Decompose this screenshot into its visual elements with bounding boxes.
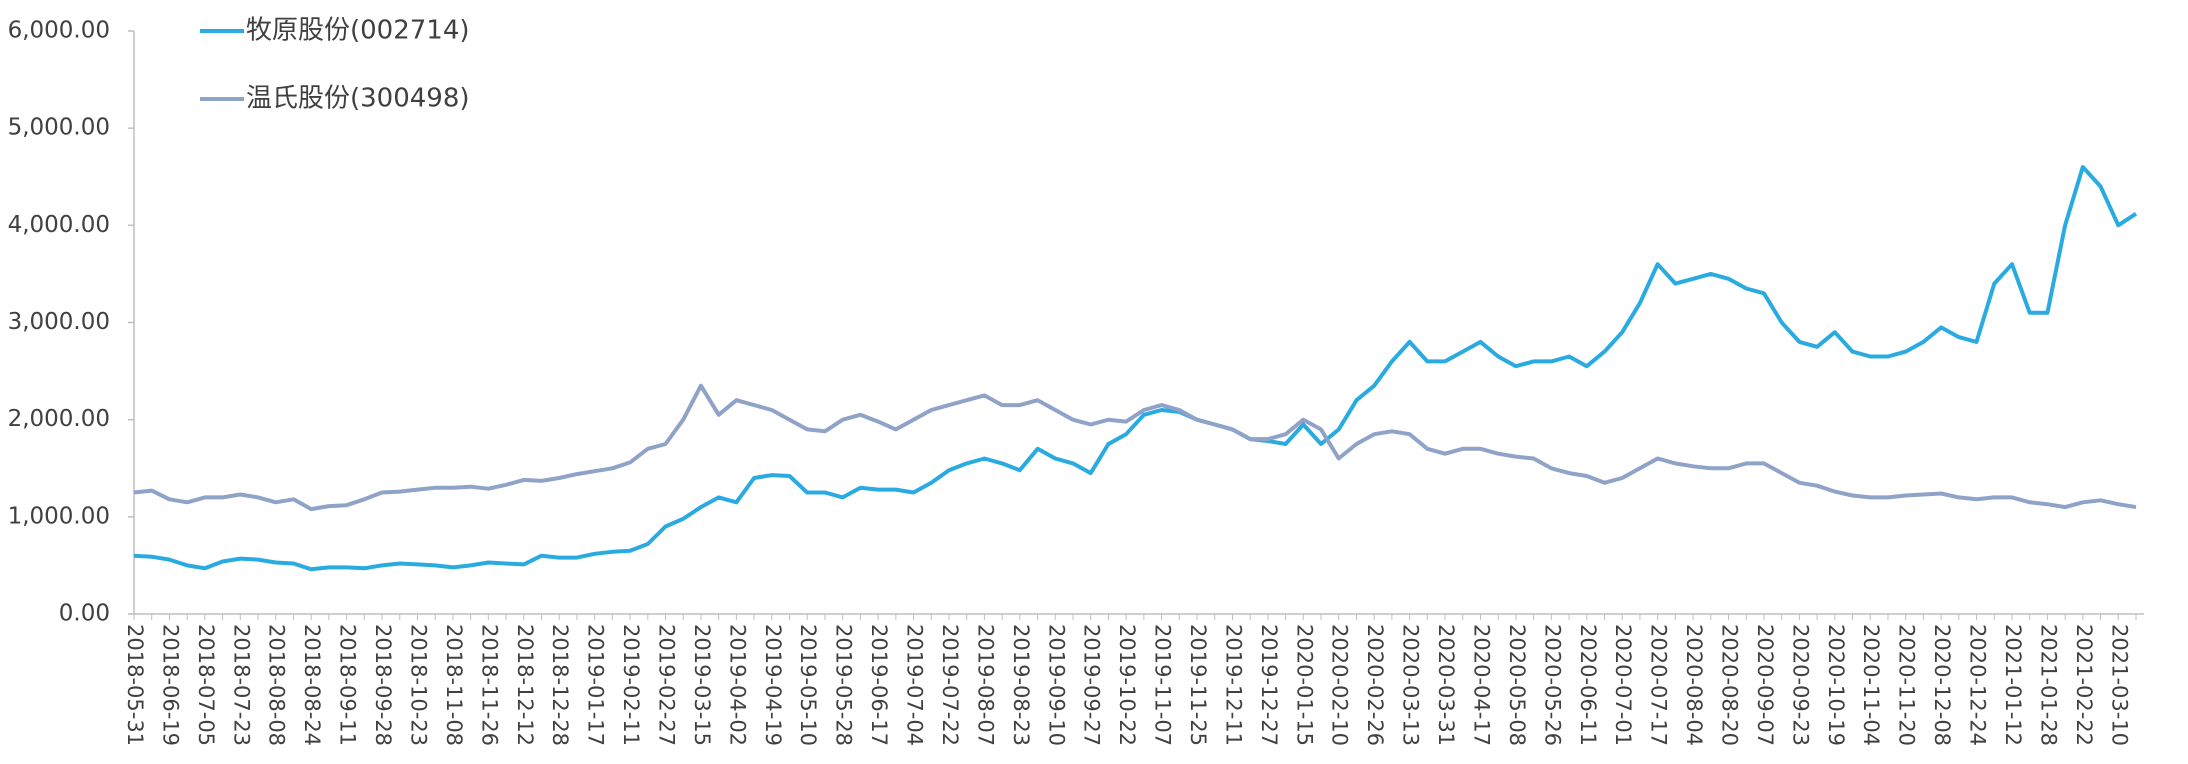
y-tick-label: 5,000.00 <box>8 115 110 141</box>
x-tick-label: 2020-05-08 <box>1505 624 1529 746</box>
x-tick-label: 2020-08-20 <box>1718 624 1742 746</box>
x-tick-label: 2019-07-22 <box>938 624 962 746</box>
x-tick-label: 2018-06-19 <box>158 624 182 746</box>
y-tick-label: 3,000.00 <box>8 309 110 335</box>
y-tick-label: 0.00 <box>59 601 110 627</box>
x-tick-label: 2018-05-31 <box>123 624 147 746</box>
x-tick-label: 2018-08-24 <box>300 624 324 746</box>
x-tick-label: 2019-11-25 <box>1186 624 1210 746</box>
x-tick-label: 2020-12-08 <box>1930 624 1954 746</box>
x-tick-label: 2020-09-07 <box>1753 624 1777 746</box>
x-tick-label: 2018-08-08 <box>265 624 289 746</box>
x-tick-label: 2019-05-28 <box>832 624 856 746</box>
x-tick-label: 2018-11-26 <box>477 624 501 746</box>
x-tick-label: 2018-09-28 <box>371 624 395 746</box>
x-tick-label: 2020-03-13 <box>1399 624 1423 746</box>
x-tick-label: 2019-09-27 <box>1080 624 1104 746</box>
x-tick-label: 2018-10-23 <box>406 624 430 746</box>
x-tick-label: 2020-08-04 <box>1682 624 1706 746</box>
x-tick-label: 2019-08-07 <box>973 624 997 746</box>
x-tick-label: 2018-12-28 <box>548 624 572 746</box>
x-tick-label: 2019-12-27 <box>1257 624 1281 746</box>
x-tick-label: 2019-12-11 <box>1221 624 1245 746</box>
y-tick-label: 2,000.00 <box>8 406 110 432</box>
y-tick-label: 1,000.00 <box>8 503 110 529</box>
x-tick-label: 2019-02-11 <box>619 624 643 746</box>
x-tick-label: 2019-06-17 <box>867 624 891 746</box>
x-tick-label: 2019-01-17 <box>584 624 608 746</box>
x-tick-label: 2020-03-31 <box>1434 624 1458 746</box>
legend-label: 牧原股份(002714) <box>246 16 470 46</box>
x-tick-label: 2019-05-10 <box>796 624 820 746</box>
x-tick-label: 2018-07-05 <box>194 624 218 746</box>
x-tick-label: 2020-02-10 <box>1328 624 1352 746</box>
x-tick-label: 2019-10-22 <box>1115 624 1139 746</box>
x-tick-label: 2020-07-01 <box>1611 624 1635 746</box>
x-tick-label: 2020-05-26 <box>1540 624 1564 746</box>
x-tick-label: 2020-09-23 <box>1788 624 1812 746</box>
legend-label: 温氏股份(300498) <box>246 84 470 114</box>
x-tick-label: 2020-11-04 <box>1859 624 1883 746</box>
x-tick-label: 2020-06-11 <box>1576 624 1600 746</box>
x-tick-label: 2018-09-11 <box>336 624 360 746</box>
x-tick-label: 2020-12-24 <box>1966 624 1990 746</box>
x-tick-label: 2019-11-07 <box>1151 624 1175 746</box>
x-tick-label: 2020-04-17 <box>1469 624 1493 746</box>
series-line <box>133 165 2138 572</box>
x-tick-label: 2019-02-27 <box>655 624 679 746</box>
x-tick-label: 2020-10-19 <box>1824 624 1848 746</box>
y-tick-label: 6,000.00 <box>8 18 110 44</box>
x-tick-label: 2021-01-28 <box>2036 624 2060 746</box>
x-tick-label: 2019-03-15 <box>690 624 714 746</box>
x-tick-label: 2019-08-23 <box>1009 624 1033 746</box>
x-tick-label: 2021-03-10 <box>2107 624 2131 746</box>
x-tick-label: 2020-11-20 <box>1895 624 1919 746</box>
y-tick-label: 4,000.00 <box>8 212 110 238</box>
x-tick-label: 2018-12-12 <box>513 624 537 746</box>
x-tick-label: 2019-09-10 <box>1044 624 1068 746</box>
x-tick-label: 2020-02-26 <box>1363 624 1387 746</box>
x-tick-label: 2019-07-04 <box>903 624 927 746</box>
x-tick-label: 2020-07-17 <box>1647 624 1671 746</box>
x-tick-label: 2018-07-23 <box>229 624 253 746</box>
x-tick-label: 2021-02-22 <box>2072 624 2096 746</box>
series-line <box>133 383 2137 512</box>
x-tick-label: 2021-01-12 <box>2001 624 2025 746</box>
x-tick-label: 2019-04-02 <box>725 624 749 746</box>
x-tick-label: 2018-11-08 <box>442 624 466 746</box>
x-tick-label: 2019-04-19 <box>761 624 785 746</box>
x-tick-label: 2020-01-15 <box>1292 624 1316 746</box>
